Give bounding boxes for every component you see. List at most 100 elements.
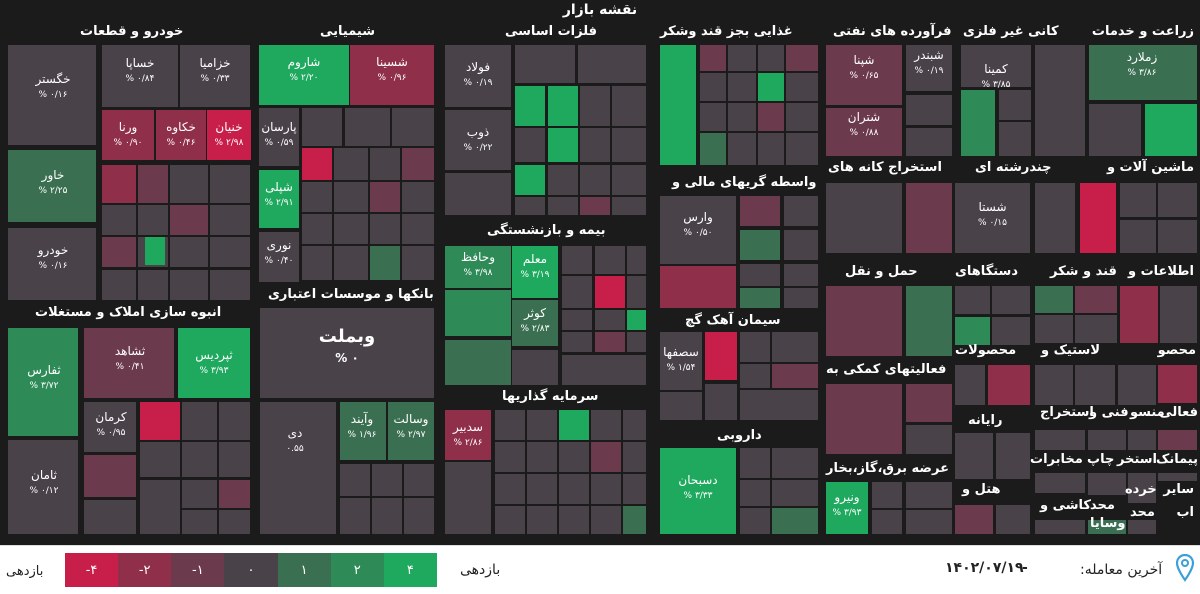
- treemap-tile[interactable]: [140, 480, 180, 534]
- treemap-tile[interactable]: [219, 402, 250, 440]
- treemap-tile[interactable]: [1035, 430, 1085, 450]
- treemap-tile[interactable]: [1128, 430, 1156, 450]
- treemap-tile[interactable]: [445, 246, 511, 288]
- treemap-tile[interactable]: [591, 442, 621, 472]
- treemap-tile[interactable]: [8, 228, 96, 300]
- treemap-tile[interactable]: [372, 464, 402, 496]
- treemap-tile[interactable]: [784, 288, 818, 308]
- treemap-tile[interactable]: [996, 505, 1030, 534]
- treemap-tile[interactable]: [772, 448, 818, 478]
- treemap-tile[interactable]: [700, 103, 726, 131]
- treemap-tile[interactable]: [826, 286, 902, 356]
- treemap-tile[interactable]: [182, 402, 217, 440]
- treemap-tile[interactable]: [595, 276, 625, 308]
- treemap-tile[interactable]: [740, 196, 780, 226]
- location-pin-icon[interactable]: [1176, 554, 1194, 582]
- treemap-tile[interactable]: [370, 182, 400, 212]
- treemap-tile[interactable]: [178, 328, 250, 398]
- treemap-tile[interactable]: [8, 45, 96, 145]
- treemap-tile[interactable]: [955, 365, 985, 405]
- treemap-tile[interactable]: [1075, 315, 1117, 343]
- treemap-tile[interactable]: [515, 45, 575, 83]
- treemap-tile[interactable]: [826, 482, 868, 534]
- treemap-tile[interactable]: [84, 328, 174, 398]
- treemap-tile[interactable]: [955, 183, 1030, 253]
- treemap-tile[interactable]: [219, 480, 250, 508]
- treemap-tile[interactable]: [334, 182, 368, 212]
- treemap-tile[interactable]: [1118, 365, 1156, 405]
- treemap-tile[interactable]: [512, 246, 558, 298]
- treemap-tile[interactable]: [138, 205, 168, 235]
- treemap-tile[interactable]: [1080, 183, 1116, 253]
- treemap-tile[interactable]: [445, 340, 511, 385]
- treemap-tile[interactable]: [906, 425, 952, 454]
- treemap-tile[interactable]: [170, 205, 208, 235]
- treemap-tile[interactable]: [260, 308, 434, 398]
- treemap-tile[interactable]: [1158, 430, 1197, 450]
- treemap-tile[interactable]: [207, 110, 251, 160]
- treemap-tile[interactable]: [906, 510, 952, 534]
- treemap-tile[interactable]: [740, 230, 780, 260]
- treemap-tile[interactable]: [302, 246, 332, 280]
- treemap-tile[interactable]: [705, 332, 737, 380]
- treemap-tile[interactable]: [1120, 220, 1156, 253]
- treemap-tile[interactable]: [728, 73, 756, 101]
- treemap-tile[interactable]: [334, 214, 368, 244]
- treemap-tile[interactable]: [392, 108, 434, 146]
- treemap-tile[interactable]: [906, 384, 952, 422]
- treemap-tile[interactable]: [102, 165, 136, 203]
- treemap-tile[interactable]: [786, 133, 818, 165]
- treemap-tile[interactable]: [772, 364, 818, 388]
- treemap-tile[interactable]: [623, 474, 646, 504]
- treemap-tile[interactable]: [595, 246, 625, 274]
- treemap-tile[interactable]: [445, 462, 491, 534]
- treemap-tile[interactable]: [495, 410, 525, 440]
- treemap-tile[interactable]: [740, 264, 780, 286]
- treemap-tile[interactable]: [445, 290, 511, 336]
- treemap-tile[interactable]: [955, 505, 993, 534]
- treemap-tile[interactable]: [515, 197, 545, 215]
- treemap-tile[interactable]: [402, 182, 434, 212]
- treemap-tile[interactable]: [302, 182, 332, 212]
- treemap-tile[interactable]: [1035, 473, 1085, 493]
- treemap-tile[interactable]: [170, 237, 208, 267]
- treemap-tile[interactable]: [445, 110, 511, 170]
- treemap-tile[interactable]: [627, 246, 646, 274]
- treemap-tile[interactable]: [548, 197, 578, 215]
- treemap-tile[interactable]: [548, 86, 578, 126]
- treemap-tile[interactable]: [784, 264, 818, 286]
- treemap-tile[interactable]: [562, 332, 592, 352]
- treemap-tile[interactable]: [740, 508, 770, 534]
- treemap-tile[interactable]: [102, 110, 154, 160]
- treemap-tile[interactable]: [1120, 286, 1158, 343]
- treemap-tile[interactable]: [527, 410, 557, 440]
- treemap-tile[interactable]: [660, 45, 696, 165]
- treemap-tile[interactable]: [8, 328, 78, 436]
- treemap-tile[interactable]: [402, 148, 434, 180]
- treemap-tile[interactable]: [660, 196, 736, 264]
- treemap-tile[interactable]: [1075, 365, 1115, 405]
- treemap-tile[interactable]: [580, 197, 610, 215]
- treemap-tile[interactable]: [623, 506, 646, 534]
- treemap-tile[interactable]: [999, 90, 1031, 120]
- treemap-tile[interactable]: [370, 214, 400, 244]
- treemap-tile[interactable]: [728, 133, 756, 165]
- treemap-tile[interactable]: [102, 270, 136, 300]
- treemap-tile[interactable]: [182, 442, 217, 477]
- treemap-tile[interactable]: [402, 246, 434, 280]
- treemap-tile[interactable]: [906, 286, 952, 356]
- treemap-tile[interactable]: [988, 365, 1030, 405]
- treemap-tile[interactable]: [1089, 104, 1141, 156]
- treemap-tile[interactable]: [612, 128, 646, 162]
- treemap-tile[interactable]: [404, 498, 434, 534]
- treemap-tile[interactable]: [388, 402, 434, 460]
- treemap-tile[interactable]: [1158, 473, 1197, 481]
- treemap-tile[interactable]: [906, 183, 952, 253]
- treemap-tile[interactable]: [210, 205, 250, 235]
- treemap-tile[interactable]: [758, 45, 784, 71]
- treemap-tile[interactable]: [786, 73, 818, 101]
- treemap-tile[interactable]: [826, 183, 902, 253]
- treemap-tile[interactable]: [740, 390, 818, 420]
- treemap-tile[interactable]: [138, 270, 168, 300]
- treemap-tile[interactable]: [1035, 315, 1073, 343]
